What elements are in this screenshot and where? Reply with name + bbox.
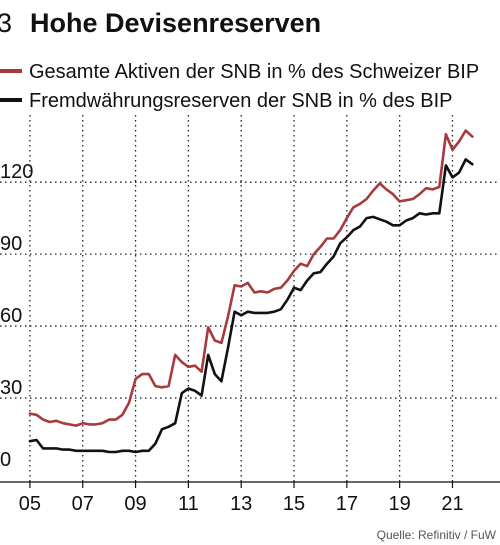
plot-area: 05 07 09 11 13 15 17 19 21 0 30 60 90 120 — [0, 115, 500, 515]
x-tick-label-19: 19 — [389, 493, 411, 515]
y-tick-label-0: 0 — [0, 449, 11, 471]
x-tick-label-09: 09 — [124, 493, 146, 515]
x-tick-label-13: 13 — [230, 493, 252, 515]
x-tick-label-11: 11 — [178, 493, 199, 515]
figure-number: 3 — [0, 8, 12, 38]
source-note: Quelle: Refinitiv / FuW — [377, 528, 497, 542]
chart-title: Hohe Devisenreserven — [30, 8, 321, 38]
series-line-fx-reserves — [28, 158, 474, 454]
legend-label-fx: Fremdwährungsreserven der SNB in % des B… — [29, 90, 453, 112]
x-tick-label-17: 17 — [336, 493, 358, 515]
y-tick-label-30: 30 — [0, 377, 22, 399]
y-tick-label-90: 90 — [0, 233, 22, 255]
y-tick-label-60: 60 — [0, 305, 22, 327]
x-tick-label-07: 07 — [72, 493, 94, 515]
y-tick-label-120: 120 — [0, 161, 33, 183]
x-tick-label-05: 05 — [19, 493, 41, 515]
x-tick-label-21: 21 — [441, 493, 463, 515]
legend-label-total: Gesamte Aktiven der SNB in % des Schweiz… — [29, 61, 479, 83]
series-line-total-assets — [28, 129, 474, 427]
x-tick-label-15: 15 — [283, 493, 305, 515]
